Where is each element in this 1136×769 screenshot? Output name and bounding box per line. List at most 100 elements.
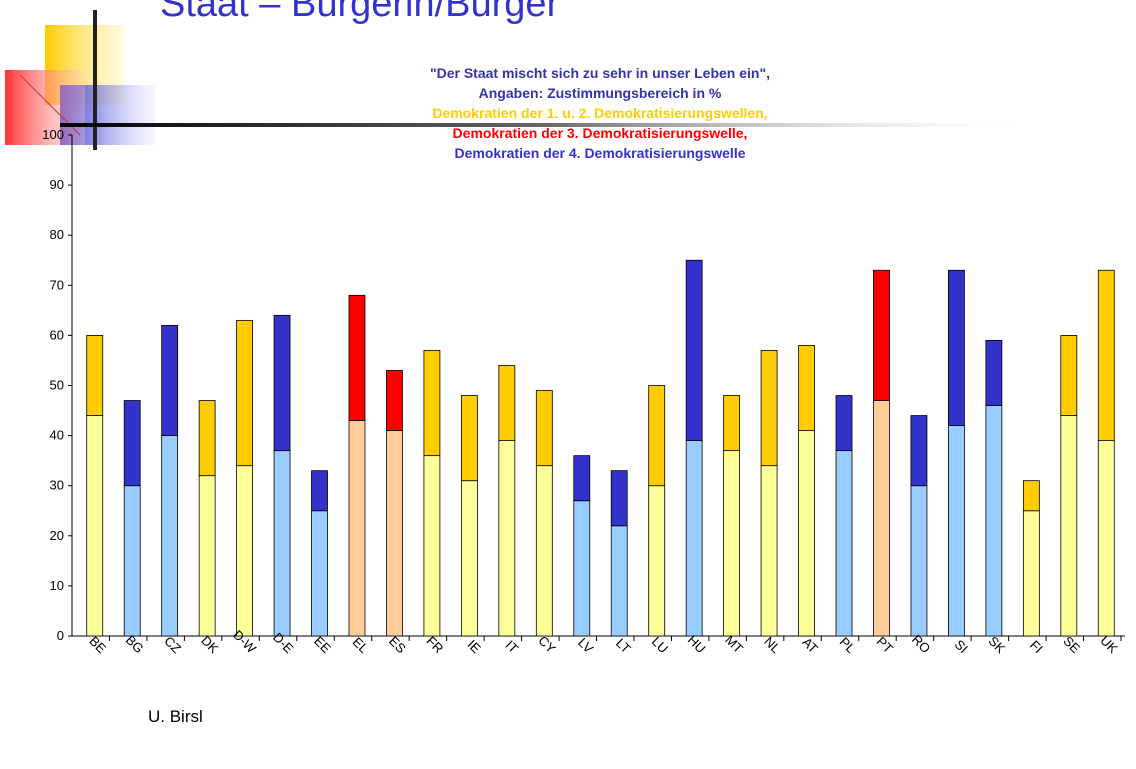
bar-segment xyxy=(610,470,628,527)
bar-segment xyxy=(86,334,104,416)
bar-segment xyxy=(1022,510,1040,637)
bar-segment xyxy=(498,440,516,637)
bar-segment xyxy=(685,440,703,637)
deco-square xyxy=(5,70,85,145)
bar-segment xyxy=(460,395,478,482)
bar-segment xyxy=(1097,269,1115,442)
x-tick-label: ES xyxy=(386,633,409,656)
bar-segment xyxy=(198,475,216,637)
bar-segment xyxy=(723,450,741,637)
chart-title: Demokratien der 4. Demokratisierungswell… xyxy=(455,145,746,161)
bar-segment xyxy=(161,324,179,437)
x-tick-label: EL xyxy=(350,634,372,656)
x-tick-label: SE xyxy=(1060,633,1083,656)
bar-segment xyxy=(273,314,291,452)
footer: U. Birsl xyxy=(148,707,203,726)
chart: "Der Staat mischt sich zu sehr in unser … xyxy=(42,65,1125,657)
bar-segment xyxy=(1097,440,1115,637)
x-tick-label: FR xyxy=(424,633,447,656)
y-tick-label: 60 xyxy=(50,327,64,342)
bar-segment xyxy=(1060,415,1078,637)
bar-segment xyxy=(123,485,141,637)
bar-segment xyxy=(498,365,516,442)
bar-segment xyxy=(386,370,403,431)
slide-title: Staat – Bürgerin/Bürger xyxy=(160,0,560,25)
x-tick-label: IE xyxy=(465,637,485,657)
bar-segment xyxy=(648,385,666,487)
x-tick-label: PT xyxy=(874,634,896,656)
y-tick-label: 0 xyxy=(57,628,64,643)
bar-segment xyxy=(760,465,778,637)
bar-segment xyxy=(798,345,815,431)
bar-segment xyxy=(985,405,1003,637)
bar-segment xyxy=(161,435,179,637)
x-tick-label: FI xyxy=(1027,637,1046,656)
y-tick-label: 20 xyxy=(50,528,64,543)
x-tick-label: SK xyxy=(985,633,1008,656)
bar-segment xyxy=(198,400,216,477)
chart-title: "Der Staat mischt sich zu sehr in unser … xyxy=(430,65,770,81)
bar-segment xyxy=(1022,480,1040,512)
y-tick-label: 100 xyxy=(42,127,64,142)
bar-segment xyxy=(985,340,1003,406)
bar-segment xyxy=(123,400,141,487)
x-tick-label: PL xyxy=(837,634,859,656)
y-tick-label: 40 xyxy=(50,428,64,443)
bar-segment xyxy=(910,415,928,487)
x-tick-label: EE xyxy=(311,633,334,656)
bar-segment xyxy=(86,415,104,637)
bar-segment xyxy=(348,420,366,637)
x-tick-label: CZ xyxy=(161,633,184,656)
chart-title: Angaben: Zustimmungsbereich in % xyxy=(479,85,722,101)
bar-segment xyxy=(573,455,591,502)
y-tick-label: 30 xyxy=(50,478,64,493)
bar-segment xyxy=(873,400,890,637)
chart-title: Demokratien der 3. Demokratisierungswell… xyxy=(453,125,748,141)
x-tick-label: BE xyxy=(86,633,109,656)
x-tick-label: SI xyxy=(952,637,971,656)
bar-segment xyxy=(535,465,553,637)
y-tick-label: 10 xyxy=(50,578,64,593)
bar-segment xyxy=(423,350,441,457)
bar-segment xyxy=(1060,334,1078,416)
y-tick-label: 50 xyxy=(50,378,64,393)
y-tick-label: 90 xyxy=(50,177,64,192)
bar-segment xyxy=(723,395,741,452)
x-tick-label: D-W xyxy=(230,627,259,656)
bar-segment xyxy=(835,450,853,637)
bar-segment xyxy=(348,294,366,421)
x-tick-label: LV xyxy=(575,635,596,656)
bar-segment xyxy=(835,395,853,452)
bar-segment xyxy=(610,525,628,637)
bar-segment xyxy=(948,425,965,637)
bar-segment xyxy=(910,485,928,637)
bar-segment xyxy=(648,485,666,637)
bar-segment xyxy=(573,500,591,637)
y-tick-label: 70 xyxy=(50,277,64,292)
bar-segment xyxy=(948,269,965,426)
bar-segment xyxy=(311,510,328,637)
bar-segment xyxy=(236,319,253,467)
y-tick-label: 80 xyxy=(50,227,64,242)
x-tick-label: LU xyxy=(649,634,671,656)
bar-segment xyxy=(460,480,478,637)
x-tick-label: LT xyxy=(613,635,634,656)
bar-segment xyxy=(760,350,778,467)
bar-segment xyxy=(873,269,890,401)
bar-segment xyxy=(535,390,553,467)
bar-segment xyxy=(386,430,403,637)
bar-segment xyxy=(236,465,253,637)
bar-segment xyxy=(311,470,328,512)
x-tick-label: NL xyxy=(761,634,783,656)
x-tick-label: IT xyxy=(503,637,522,656)
deco-line xyxy=(60,123,1020,127)
chart-title: Demokratien der 1. u. 2. Demokratisierun… xyxy=(432,105,767,121)
deco-line xyxy=(93,10,97,150)
bar-segment xyxy=(798,430,815,637)
bar-segment xyxy=(273,450,291,637)
bar-segment xyxy=(685,259,703,442)
bar-segment xyxy=(423,455,441,637)
x-tick-label: AT xyxy=(799,634,821,656)
